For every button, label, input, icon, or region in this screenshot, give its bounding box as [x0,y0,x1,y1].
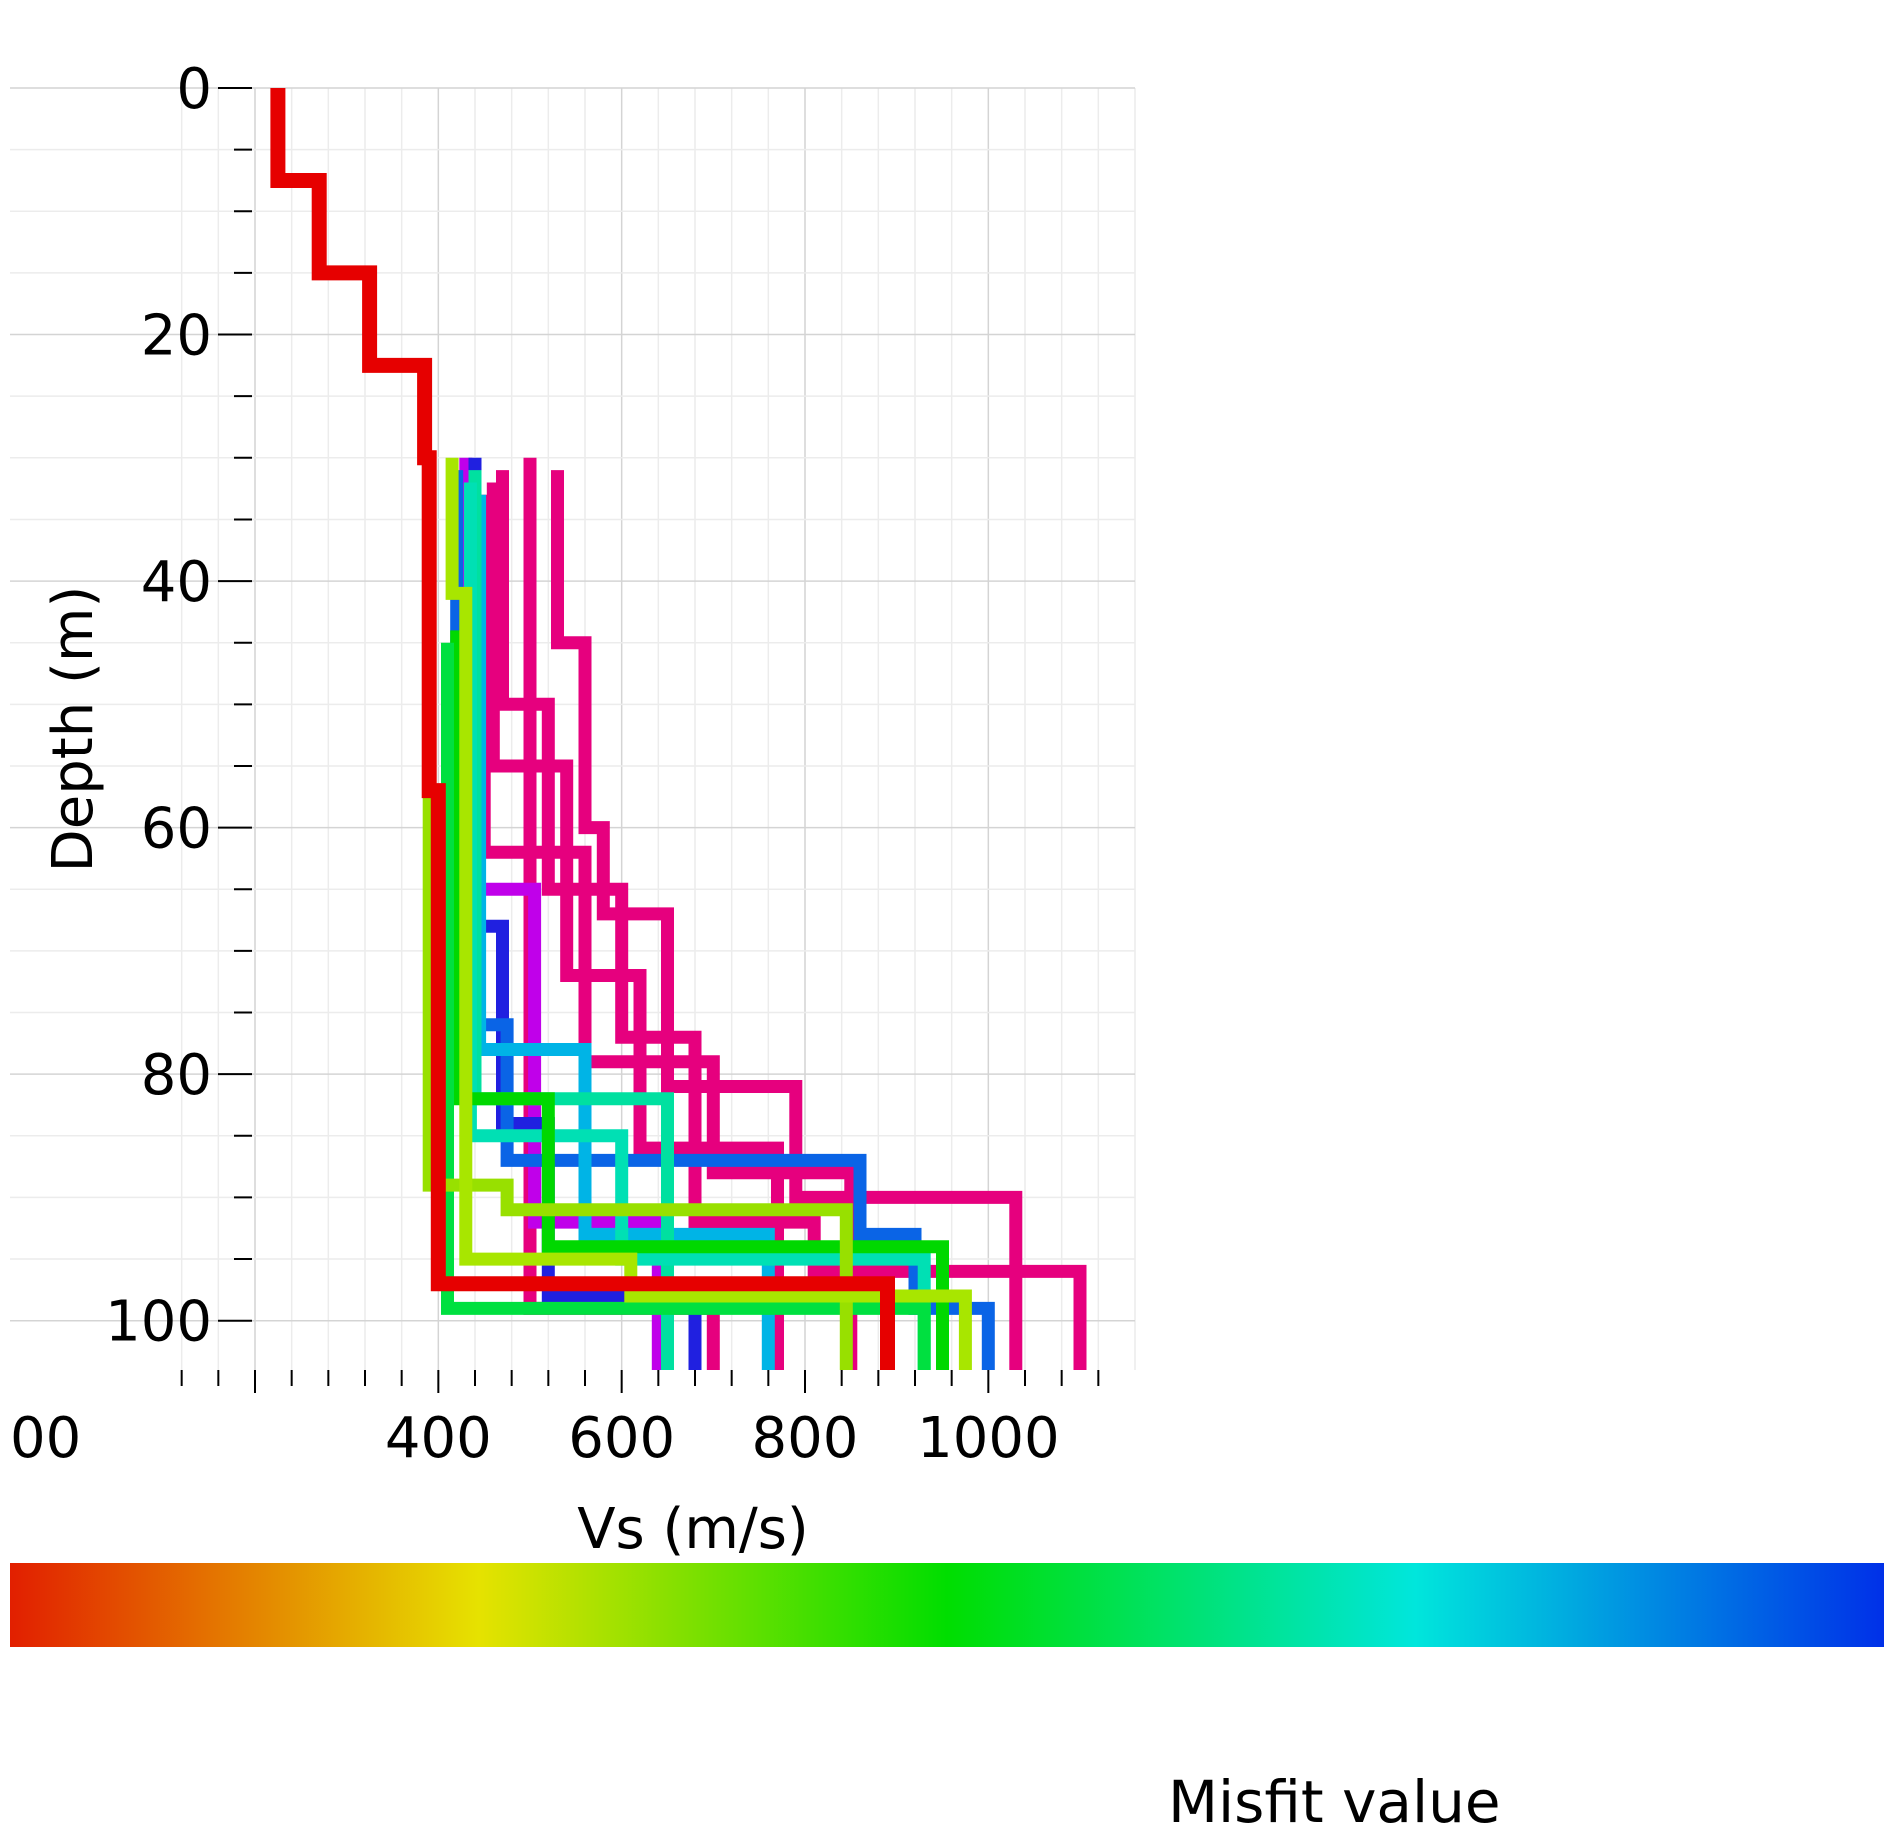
y-tick-label: 100 [105,1290,212,1355]
profile-line [477,494,858,1370]
profile-line [422,457,853,1370]
axes: 0 20 40 60 80 100 00 400 600 800 1000 [10,57,1100,1471]
x-tick-label: 600 [568,1406,675,1471]
x-tick-label: 400 [385,1406,492,1471]
y-tick-label: 60 [141,797,212,862]
profile-line [486,482,784,1370]
grid-lines [10,87,1136,1370]
y-tick-label: 20 [141,304,212,369]
profile-line [496,470,1087,1370]
x-tick-label: 800 [752,1406,859,1471]
y-tick-label: 0 [176,57,212,122]
x-axis-label: Vs (m/s) [577,1497,809,1560]
profile-line [450,630,949,1370]
misfit-colorbar [10,1563,1884,1647]
best-profile-line [270,88,895,1370]
vs-depth-plot: 0 20 40 60 80 100 00 400 600 800 1000 Depth (m) Vs… [10,57,1136,1560]
profile-line [445,457,972,1370]
colorbar-label: Misfit value [1168,1768,1501,1836]
x-tick-label: 00 [10,1406,81,1471]
y-axis-label: Depth (m) [41,586,106,873]
y-tick-label: 80 [141,1043,212,1108]
x-tick-label: 1000 [917,1406,1060,1471]
profile-series [270,88,1087,1370]
profile-line [441,642,931,1370]
profile-line [551,470,1023,1370]
y-tick-label: 40 [141,550,212,615]
